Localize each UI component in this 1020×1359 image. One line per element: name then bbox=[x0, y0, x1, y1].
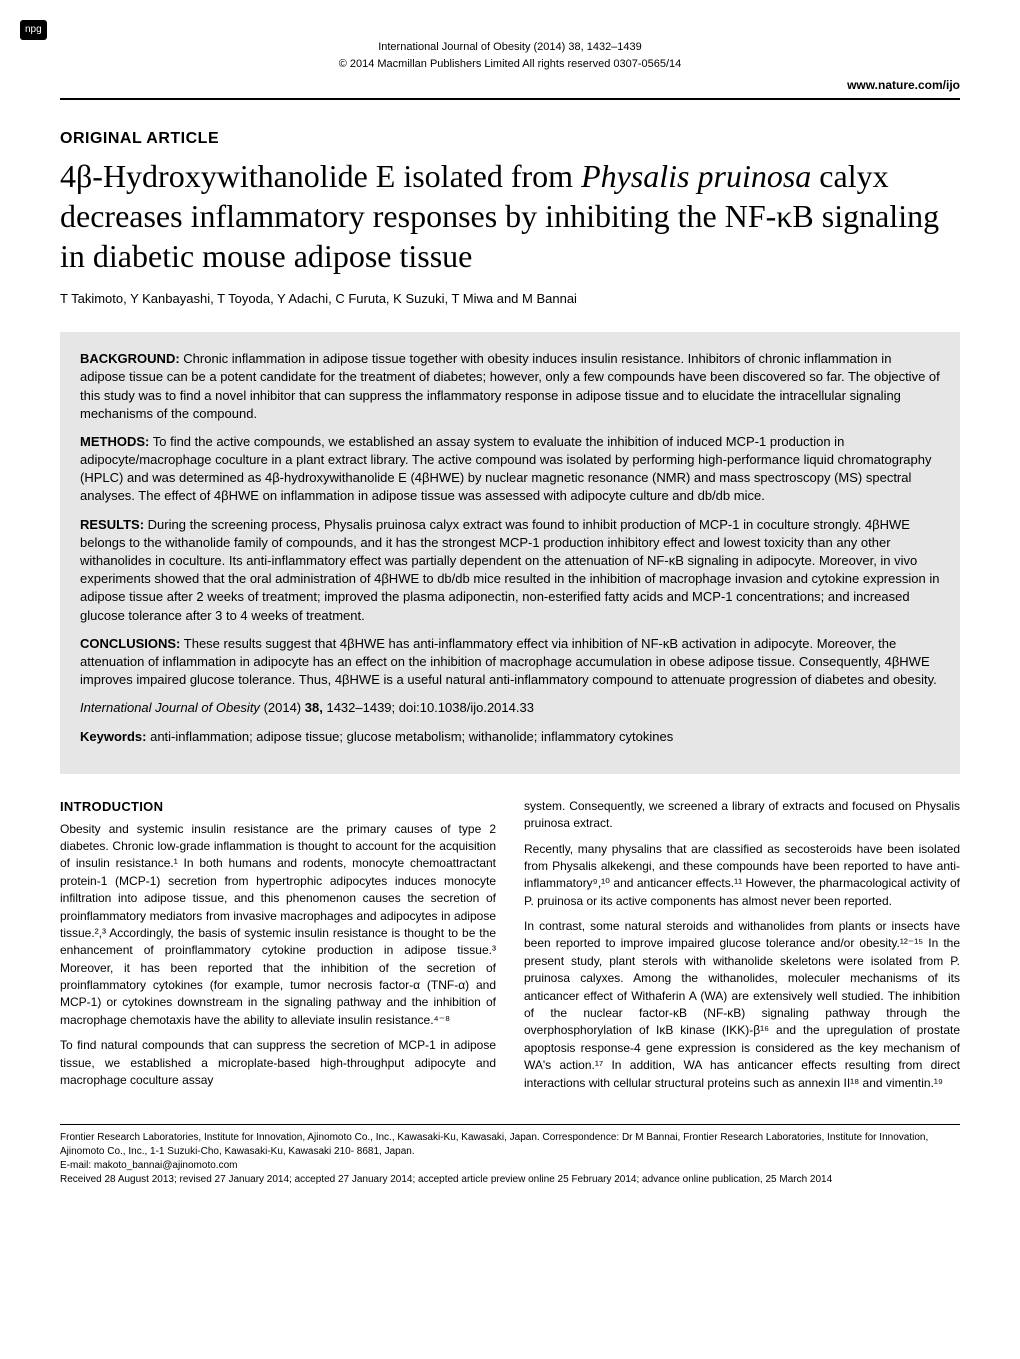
right-column: system. Consequently, we screened a libr… bbox=[524, 798, 960, 1100]
intro-paragraph-2: To find natural compounds that can suppr… bbox=[60, 1037, 496, 1089]
intro-paragraph-1: Obesity and systemic insulin resistance … bbox=[60, 821, 496, 1030]
affiliation-text: Frontier Research Laboratories, Institut… bbox=[60, 1131, 960, 1159]
citation: International Journal of Obesity (2014) … bbox=[80, 699, 940, 717]
methods-text: To find the active compounds, we establi… bbox=[80, 434, 931, 504]
keywords-text: anti-inflammation; adipose tissue; gluco… bbox=[150, 729, 673, 744]
conclusions-label: CONCLUSIONS: bbox=[80, 636, 180, 651]
background-label: BACKGROUND: bbox=[80, 351, 180, 366]
citation-year: (2014) bbox=[264, 700, 302, 715]
results-label: RESULTS: bbox=[80, 517, 144, 532]
abstract-box: BACKGROUND: Chronic inflammation in adip… bbox=[60, 332, 960, 774]
journal-reference: International Journal of Obesity (2014) … bbox=[60, 40, 960, 55]
results-text: During the screening process, Physalis p… bbox=[80, 517, 939, 623]
footer-divider: Frontier Research Laboratories, Institut… bbox=[60, 1124, 960, 1187]
left-column: INTRODUCTION Obesity and systemic insuli… bbox=[60, 798, 496, 1100]
article-type: ORIGINAL ARTICLE bbox=[60, 128, 960, 150]
correspondence-email: E-mail: makoto_bannai@ajinomoto.com bbox=[60, 1159, 960, 1173]
background-text: Chronic inflammation in adipose tissue t… bbox=[80, 351, 940, 421]
right-paragraph-3: In contrast, some natural steroids and w… bbox=[524, 918, 960, 1092]
journal-url: www.nature.com/ijo bbox=[60, 77, 960, 94]
article-dates: Received 28 August 2013; revised 27 Janu… bbox=[60, 1173, 960, 1187]
two-column-body: INTRODUCTION Obesity and systemic insuli… bbox=[60, 798, 960, 1100]
citation-pages: 1432–1439; doi:10.1038/ijo.2014.33 bbox=[326, 700, 533, 715]
keywords-label: Keywords: bbox=[80, 729, 146, 744]
author-list: T Takimoto, Y Kanbayashi, T Toyoda, Y Ad… bbox=[60, 290, 960, 308]
right-paragraph-2: Recently, many physalins that are classi… bbox=[524, 841, 960, 911]
header-block: International Journal of Obesity (2014) … bbox=[60, 40, 960, 100]
npg-badge: npg bbox=[20, 20, 47, 40]
introduction-heading: INTRODUCTION bbox=[60, 798, 496, 817]
conclusions-text: These results suggest that 4βHWE has ant… bbox=[80, 636, 937, 687]
copyright-line: © 2014 Macmillan Publishers Limited All … bbox=[60, 57, 960, 72]
citation-volume: 38, bbox=[305, 700, 323, 715]
methods-label: METHODS: bbox=[80, 434, 149, 449]
right-paragraph-1: system. Consequently, we screened a libr… bbox=[524, 798, 960, 833]
citation-journal: International Journal of Obesity bbox=[80, 700, 260, 715]
article-title: 4β-Hydroxywithanolide E isolated from Ph… bbox=[60, 156, 960, 276]
